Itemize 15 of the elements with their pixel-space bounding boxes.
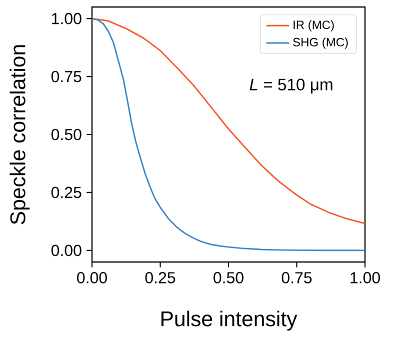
x-tick-label: 1.00 xyxy=(350,272,380,284)
y-tick-label: 0.00 xyxy=(51,244,82,256)
x-tick-label: 0.00 xyxy=(77,272,107,284)
x-tick-label: 0.75 xyxy=(282,272,312,284)
y-tick-label: 1.00 xyxy=(52,12,82,24)
y-axis-title: Speckle correlation xyxy=(10,45,30,224)
y-tick-label: 0.25 xyxy=(51,186,82,198)
x-tick-label: 0.25 xyxy=(145,272,176,284)
x-axis-title: Pulse intensity xyxy=(161,310,298,331)
legend-label: SHG (MC) xyxy=(293,38,348,49)
x-tick-label: 0.50 xyxy=(214,272,244,284)
annotation: L = 510 μm xyxy=(250,78,332,94)
y-tick-label: 0.50 xyxy=(51,128,82,140)
y-tick-label: 0.75 xyxy=(51,70,82,82)
legend-label: IR (MC) xyxy=(294,20,334,32)
